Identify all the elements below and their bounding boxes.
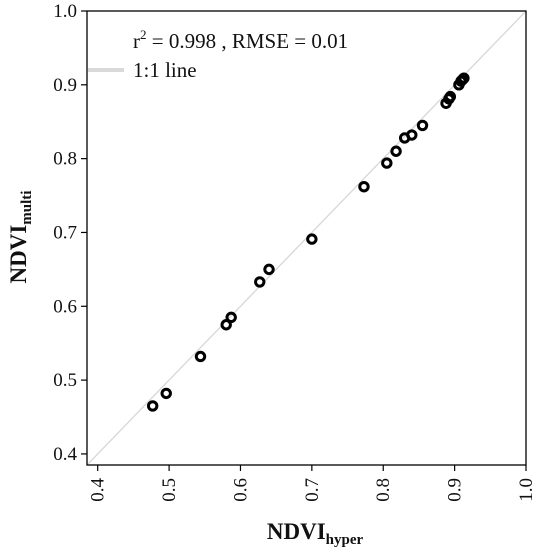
data-point-8 xyxy=(306,233,318,245)
data-point-5 xyxy=(225,311,237,324)
data-points-layer xyxy=(146,72,470,412)
data-point-1 xyxy=(146,400,159,412)
svg-text:NDVImulti: NDVImulti xyxy=(6,191,35,284)
stats-annotation: r2 = 0.998 , RMSE = 0.01 xyxy=(133,27,348,53)
data-point-6 xyxy=(254,276,266,288)
y-tick-label-5: 0.8 xyxy=(53,149,77,170)
x-axis: 0.4 0.5 0.6 0.7 0.8 0.9 1.0 xyxy=(88,465,537,502)
y-axis-title: NDVImulti xyxy=(6,191,35,284)
y-axis: 0.4 0.5 0.6 0.7 0.8 0.9 1.0 xyxy=(53,1,87,465)
x-tick-label-2: 0.5 xyxy=(159,478,180,502)
x-tick-label-1: 0.4 xyxy=(88,478,109,502)
x-axis-title: NDVIhyper xyxy=(267,519,364,548)
annotation: r2 = 0.998 , RMSE = 0.01 xyxy=(133,27,348,53)
y-tick-label-4: 0.7 xyxy=(53,222,77,243)
data-point-7 xyxy=(263,263,275,276)
y-axis-title-sub: multi xyxy=(19,191,35,225)
data-point-14 xyxy=(416,119,429,132)
y-tick-label-1: 0.4 xyxy=(53,444,77,465)
plot-frame xyxy=(86,10,527,466)
x-tick-label-3: 0.6 xyxy=(230,478,251,502)
x-tick-label-7: 1.0 xyxy=(516,478,537,502)
x-tick-label-4: 0.7 xyxy=(302,478,323,502)
data-point-13 xyxy=(406,129,418,141)
legend-entry-1-1-line: 1:1 line xyxy=(133,58,197,82)
data-point-2 xyxy=(160,387,172,400)
data-point-4 xyxy=(220,319,232,331)
data-point-3 xyxy=(194,350,207,363)
data-point-17 xyxy=(444,90,457,103)
x-tick-label-6: 0.9 xyxy=(445,478,466,502)
y-tick-label-6: 0.9 xyxy=(53,75,77,96)
y-tick-label-7: 1.0 xyxy=(53,1,77,22)
data-point-11 xyxy=(390,145,402,157)
data-point-9 xyxy=(358,180,370,193)
data-point-21 xyxy=(458,72,470,84)
y-tick-label-2: 0.5 xyxy=(53,370,77,391)
legend: 1:1 line xyxy=(88,58,197,82)
x-axis-title-main: NDVI xyxy=(267,519,326,544)
x-axis-title-sub: hyper xyxy=(326,532,364,548)
x-tick-label-5: 0.8 xyxy=(373,478,394,502)
svg-text:NDVIhyper: NDVIhyper xyxy=(267,519,364,548)
data-point-10 xyxy=(381,157,393,169)
y-axis-title-main: NDVI xyxy=(6,225,31,284)
y-tick-label-3: 0.6 xyxy=(53,296,77,317)
